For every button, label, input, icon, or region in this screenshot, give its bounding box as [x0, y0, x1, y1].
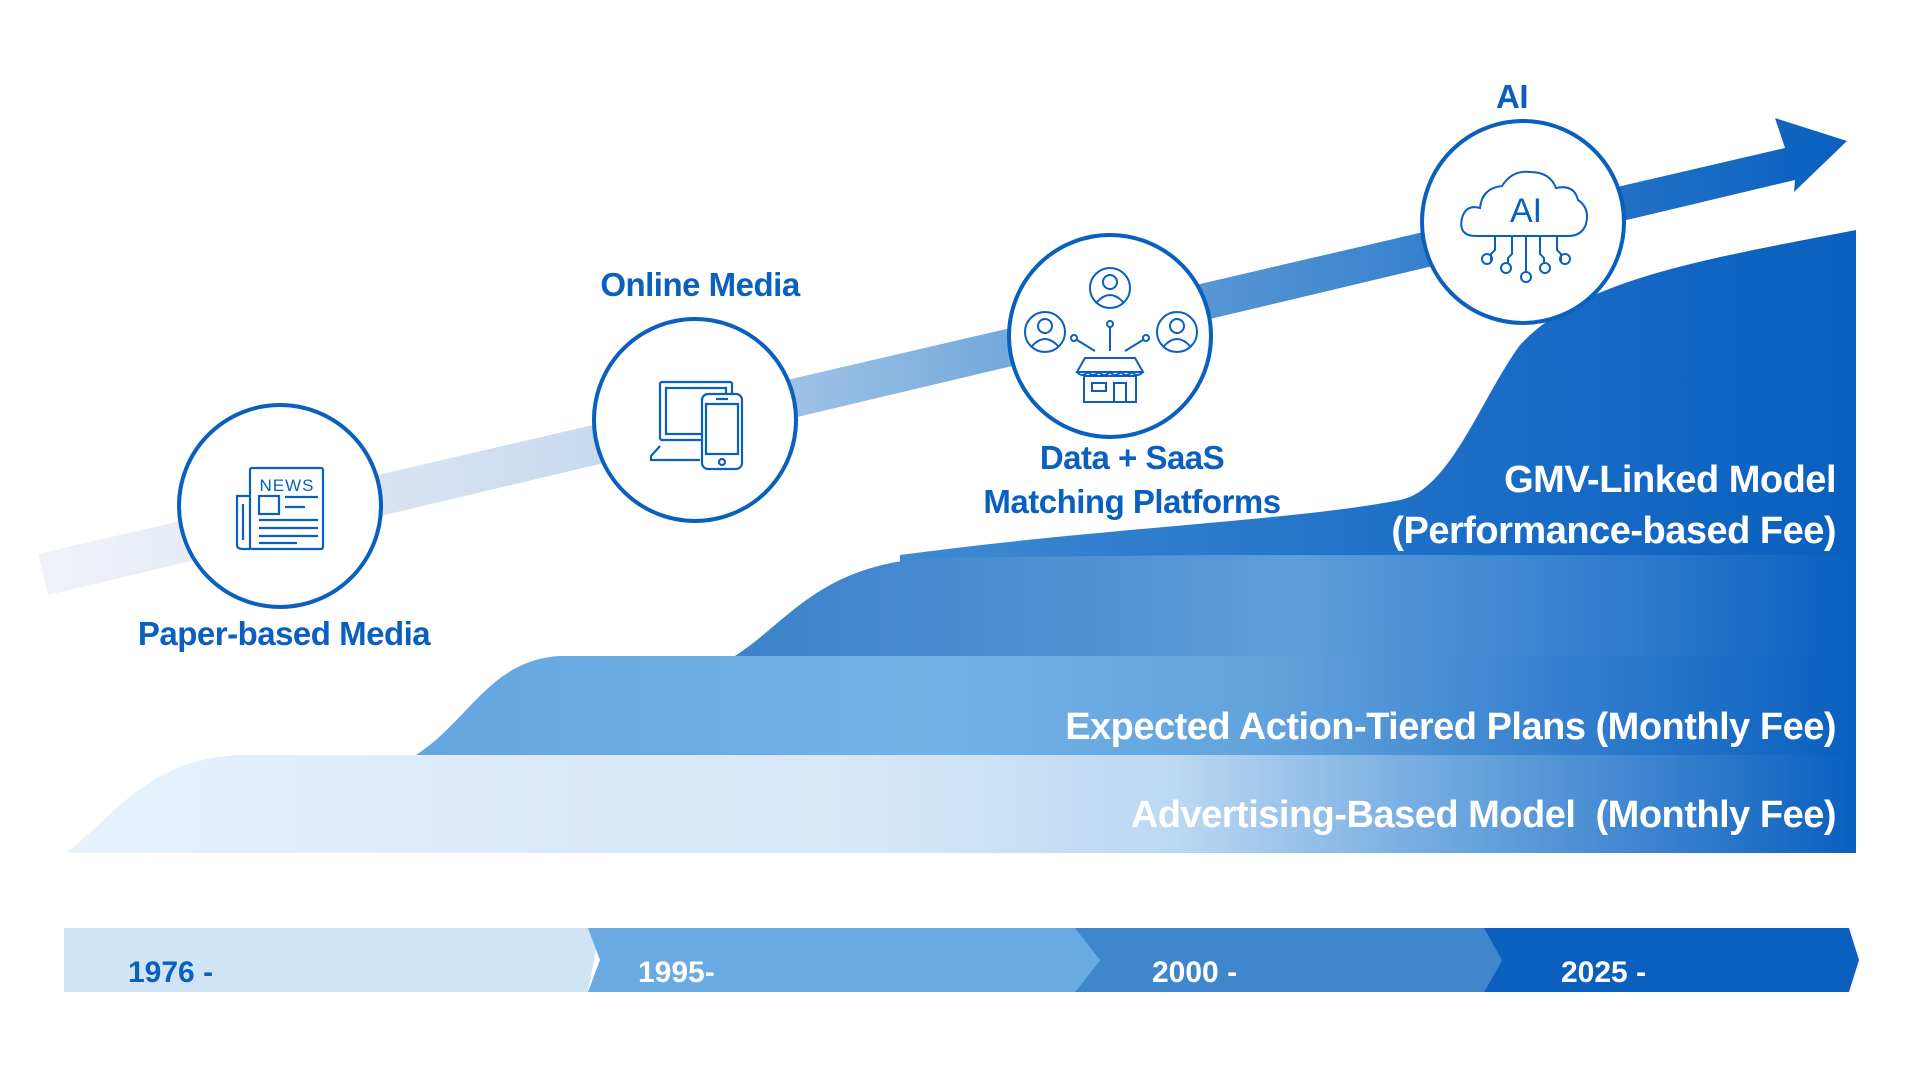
ai-cloud-icon: [1460, 170, 1588, 283]
timeline-year-2025: 2025 -: [1561, 956, 1647, 989]
growth-arrow: [38, 118, 1847, 595]
stage-circle-online: [592, 317, 798, 523]
model-label-gmv-line2: (Performance-based Fee): [1391, 510, 1836, 552]
timeline-year-1976: 1976 -: [128, 956, 214, 989]
newspaper-icon-text: NEWS: [260, 476, 315, 495]
timeline-segment-1995: [588, 928, 1100, 992]
stage-circle-ai: [1420, 119, 1626, 325]
timeline-segment-1976: [64, 928, 600, 992]
timeline-year-2000: 2000 -: [1152, 956, 1238, 989]
timeline-bar: [64, 928, 1859, 992]
stage-label-data-line2: Matching Platforms: [983, 483, 1281, 520]
newspaper-icon: [235, 466, 325, 551]
stage-label-ai: AI: [1496, 78, 1529, 115]
stage-label-data-line1: Data + SaaS: [1039, 439, 1225, 476]
model-label-gmv-line1: GMV-Linked Model: [1504, 459, 1836, 501]
timeline-segment-2025: [1484, 928, 1859, 992]
ai-cloud-icon-text: AI: [1510, 192, 1542, 230]
timeline-year-1995: 1995-: [638, 956, 715, 989]
model-label-expected: Expected Action-Tiered Plans (Monthly Fe…: [1065, 706, 1836, 748]
timeline-segment-2000: [1075, 928, 1502, 992]
stage-label-paper: Paper-based Media: [137, 615, 431, 652]
model-label-advertising: Advertising-Based Model (Monthly Fee): [1130, 794, 1837, 836]
advertising-layer: [66, 755, 1856, 853]
laptop-phone-icon: [649, 380, 744, 471]
marketplace-users-icon: [1024, 267, 1198, 403]
stage-label-online: Online Media: [600, 266, 800, 303]
